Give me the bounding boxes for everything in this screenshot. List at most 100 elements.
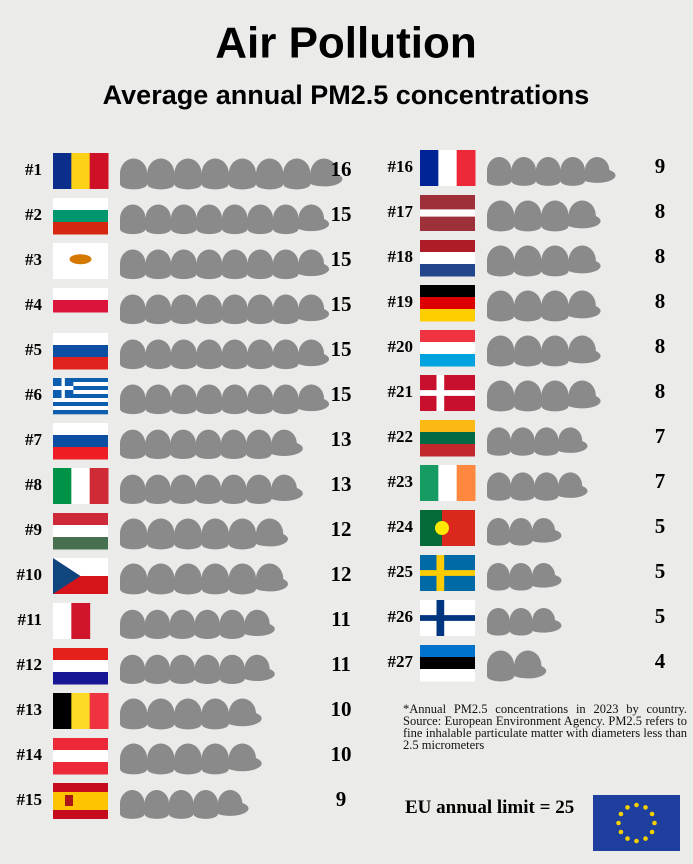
flag-part bbox=[53, 300, 108, 313]
cloud-bar bbox=[486, 335, 601, 367]
cloud-bar bbox=[119, 339, 330, 370]
flag-part bbox=[53, 762, 108, 775]
flag-part bbox=[53, 558, 81, 594]
value-label: 9 bbox=[655, 154, 666, 178]
flag-part bbox=[71, 468, 91, 504]
flag bbox=[53, 693, 109, 729]
value-label: 15 bbox=[331, 337, 352, 361]
flag-part bbox=[420, 510, 442, 546]
rank-label: #14 bbox=[17, 745, 43, 764]
rank-label: #9 bbox=[25, 520, 42, 539]
cloud-bar bbox=[486, 427, 588, 456]
cloud-bar bbox=[119, 158, 343, 190]
value-label: 12 bbox=[331, 517, 352, 541]
flag-part bbox=[456, 465, 476, 501]
flag-part bbox=[420, 297, 475, 310]
rank-label: #12 bbox=[17, 655, 43, 674]
cloud-bar bbox=[486, 245, 601, 277]
flag-part bbox=[420, 432, 475, 445]
flag bbox=[53, 198, 108, 235]
flag-part bbox=[420, 465, 439, 501]
footnote: *Annual PM2.5 concentrations in 2023 by … bbox=[403, 702, 687, 752]
flag-part bbox=[53, 378, 108, 383]
cloud-bar bbox=[119, 609, 275, 639]
rank-label: #19 bbox=[388, 292, 414, 311]
cloud-bar bbox=[486, 200, 601, 232]
rank-label: #7 bbox=[25, 430, 43, 449]
flag-part bbox=[53, 386, 74, 390]
value-label: 8 bbox=[655, 334, 666, 358]
value-label: 11 bbox=[331, 607, 351, 631]
rank-label: #23 bbox=[388, 472, 414, 491]
flag-part bbox=[420, 209, 475, 217]
value-label: 13 bbox=[331, 472, 352, 496]
cloud-bar bbox=[119, 249, 330, 280]
rank-label: #11 bbox=[17, 610, 42, 629]
flag bbox=[420, 330, 475, 367]
cloud-bar bbox=[119, 294, 330, 325]
flag bbox=[420, 510, 475, 546]
flag-part bbox=[53, 468, 72, 504]
flag bbox=[53, 423, 108, 460]
flag-part bbox=[53, 750, 108, 763]
flag-part bbox=[53, 693, 72, 729]
value-label: 15 bbox=[331, 292, 352, 316]
flag-part bbox=[456, 150, 476, 186]
eu-flag bbox=[593, 795, 680, 851]
flag-part bbox=[420, 420, 475, 433]
flag-part bbox=[53, 513, 108, 526]
rank-label: #18 bbox=[388, 247, 414, 266]
flag-part bbox=[71, 603, 91, 639]
flag bbox=[420, 150, 476, 186]
flag bbox=[420, 240, 475, 277]
cloud-bar bbox=[119, 204, 330, 235]
cloud-bar bbox=[486, 157, 616, 186]
flag-part bbox=[65, 795, 73, 806]
rank-label: #25 bbox=[388, 562, 414, 581]
flag-part bbox=[420, 444, 475, 457]
rank-label: #24 bbox=[388, 517, 414, 536]
value-label: 16 bbox=[331, 157, 352, 181]
cloud-bar bbox=[486, 650, 547, 682]
rank-label: #20 bbox=[388, 337, 414, 356]
flag bbox=[53, 153, 109, 189]
flag-part bbox=[53, 423, 108, 436]
value-label: 8 bbox=[655, 289, 666, 313]
flag-part bbox=[420, 570, 475, 576]
flag-part bbox=[53, 210, 108, 223]
rank-label: #8 bbox=[25, 475, 42, 494]
flag-part bbox=[53, 333, 108, 346]
flag-part bbox=[53, 198, 108, 211]
cloud-bar bbox=[119, 790, 249, 819]
flag-part bbox=[438, 150, 458, 186]
flag-part bbox=[420, 342, 475, 355]
value-label: 5 bbox=[655, 514, 666, 538]
flag-part bbox=[53, 394, 108, 399]
flag-part bbox=[53, 398, 108, 403]
rank-label: #1 bbox=[25, 160, 42, 179]
value-label: 9 bbox=[336, 787, 347, 811]
value-label: 15 bbox=[331, 202, 352, 226]
value-label: 10 bbox=[331, 742, 352, 766]
cloud-bar bbox=[486, 290, 601, 322]
flag-part bbox=[420, 150, 439, 186]
flag-part bbox=[420, 240, 475, 253]
flag-part bbox=[53, 406, 108, 411]
flag-part bbox=[420, 657, 475, 670]
flag bbox=[53, 288, 108, 313]
rank-label: #15 bbox=[17, 790, 43, 809]
flag-part bbox=[53, 288, 108, 301]
flag-part bbox=[53, 402, 108, 407]
flag-part bbox=[420, 669, 475, 682]
cloud-bar bbox=[119, 698, 262, 730]
flag bbox=[53, 468, 109, 504]
flag bbox=[420, 465, 476, 501]
cloud-bar bbox=[119, 429, 303, 460]
value-label: 8 bbox=[655, 379, 666, 403]
rank-label: #5 bbox=[25, 340, 42, 359]
rank-label: #26 bbox=[388, 607, 414, 626]
flag bbox=[53, 558, 108, 594]
flag bbox=[53, 243, 108, 279]
value-label: 5 bbox=[655, 604, 666, 628]
flag bbox=[420, 555, 475, 591]
